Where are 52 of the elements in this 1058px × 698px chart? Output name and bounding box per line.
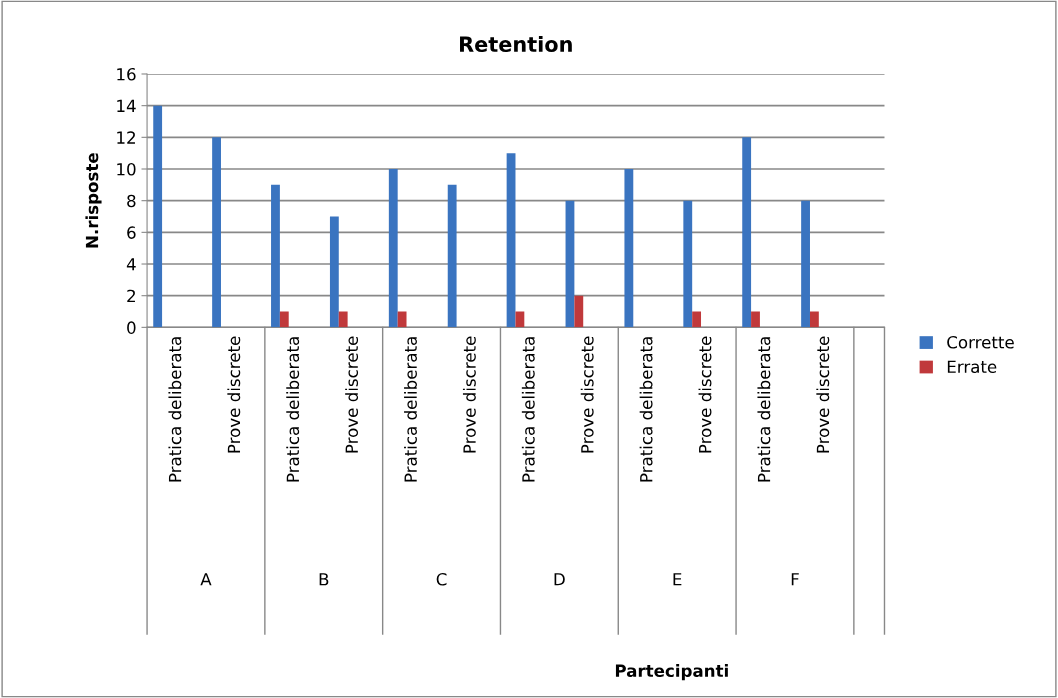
text: Partecipanti (615, 664, 728, 681)
bar (515, 311, 525, 328)
bar (397, 311, 407, 328)
bar (388, 169, 398, 328)
y-tick-label: 16 (117, 67, 136, 81)
x-tick-label: Pratica deliberata (286, 337, 300, 482)
x-tick-label: Prove discrete (462, 336, 476, 453)
y-tick-label: 2 (127, 289, 135, 303)
bar (801, 200, 810, 328)
bar (751, 311, 760, 328)
x-tick-label: Pratica deliberata (404, 337, 417, 482)
x-tick-label: Pratica deliberata (521, 337, 535, 482)
x-tick-label: Prove discrete (580, 336, 594, 453)
y-axis-title: N.risposte (85, 153, 102, 248)
y-tick-label: 8 (127, 194, 136, 208)
bar (329, 216, 339, 328)
text: F (791, 573, 799, 586)
bar (271, 184, 280, 328)
legend-label: Corrette (947, 335, 1014, 349)
x-tick-label: Prove discrete (816, 336, 830, 453)
text: E (673, 573, 682, 586)
bar (212, 137, 221, 328)
chart-title: Retention (460, 35, 572, 53)
bar (809, 311, 819, 328)
text: C (436, 572, 447, 586)
x-tick-label: Prove discrete (345, 336, 359, 453)
text: D (554, 573, 565, 586)
y-tick-label: 12 (117, 131, 135, 144)
y-tick-label: 4 (126, 258, 136, 271)
y-tick-label: 14 (117, 99, 136, 112)
bar (506, 153, 516, 328)
bar (742, 137, 752, 328)
x-tick-label: Pratica deliberata (168, 337, 182, 482)
legend-label: Errate (947, 360, 997, 374)
bar (565, 200, 575, 328)
text: A (200, 573, 212, 586)
x-tick-label: Prove discrete (698, 336, 712, 453)
bar (574, 295, 584, 328)
y-tick-label: 10 (117, 162, 136, 176)
y-tick-label: 6 (127, 226, 136, 239)
x-tick-label: Pratica deliberata (639, 337, 653, 482)
y-tick-label: 0 (127, 321, 136, 334)
bar (624, 169, 634, 328)
bar (338, 311, 348, 328)
bar (692, 311, 702, 328)
bar (279, 311, 289, 328)
x-tick-label: Prove discrete (227, 336, 241, 453)
x-tick-label: Pratica deliberata (757, 337, 771, 482)
bar (683, 200, 693, 328)
text: B (319, 573, 329, 586)
bar (153, 105, 163, 328)
bar (447, 184, 457, 328)
